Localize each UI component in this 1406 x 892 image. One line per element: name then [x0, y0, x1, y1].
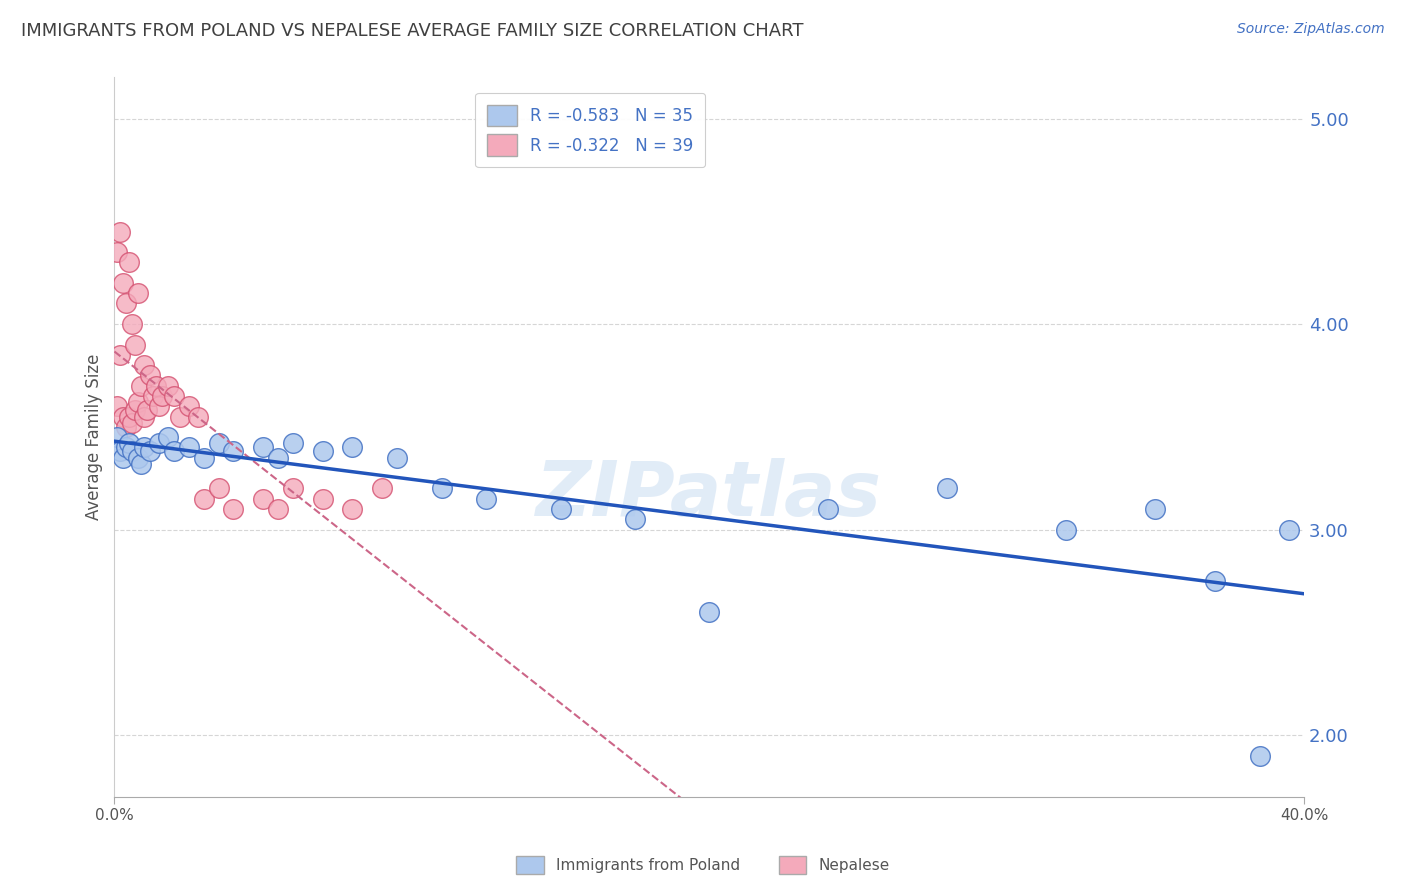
Point — [163, 389, 186, 403]
Point — [281, 482, 304, 496]
Point — [118, 436, 141, 450]
Point — [187, 409, 209, 424]
Point — [311, 444, 333, 458]
Point — [222, 502, 245, 516]
Point — [624, 512, 647, 526]
Point — [385, 450, 408, 465]
Point — [207, 436, 229, 450]
Point — [697, 605, 720, 619]
Point — [475, 491, 498, 506]
Text: Source: ZipAtlas.com: Source: ZipAtlas.com — [1237, 22, 1385, 37]
Point — [1144, 502, 1167, 516]
Point — [110, 225, 132, 239]
Point — [110, 444, 132, 458]
Point — [136, 403, 159, 417]
Point — [105, 430, 128, 444]
Point — [281, 436, 304, 450]
Point — [139, 444, 162, 458]
Point — [112, 450, 135, 465]
Point — [115, 419, 138, 434]
Point — [134, 440, 156, 454]
Point — [252, 491, 274, 506]
Point — [207, 482, 229, 496]
Point — [342, 502, 364, 516]
Point — [134, 409, 156, 424]
Point — [1054, 523, 1077, 537]
Point — [193, 450, 215, 465]
Point — [115, 296, 138, 310]
Point — [118, 409, 141, 424]
Point — [118, 255, 141, 269]
Point — [267, 450, 290, 465]
Point — [127, 450, 149, 465]
Point — [342, 440, 364, 454]
Legend: R = -0.583   N = 35, R = -0.322   N = 39: R = -0.583 N = 35, R = -0.322 N = 39 — [475, 93, 706, 168]
Point — [252, 440, 274, 454]
Point — [134, 358, 156, 372]
Point — [112, 276, 135, 290]
Point — [150, 389, 173, 403]
Point — [936, 482, 959, 496]
Point — [105, 245, 128, 260]
Point — [112, 409, 135, 424]
Point — [121, 444, 143, 458]
Point — [156, 430, 179, 444]
Point — [121, 416, 143, 430]
Point — [127, 286, 149, 301]
Point — [115, 440, 138, 454]
Point — [163, 444, 186, 458]
Point — [142, 389, 165, 403]
Point — [139, 368, 162, 383]
Point — [1249, 748, 1271, 763]
Point — [817, 502, 839, 516]
Point — [169, 409, 191, 424]
Point — [177, 399, 200, 413]
Text: ZIPatlas: ZIPatlas — [536, 458, 883, 532]
Text: IMMIGRANTS FROM POLAND VS NEPALESE AVERAGE FAMILY SIZE CORRELATION CHART: IMMIGRANTS FROM POLAND VS NEPALESE AVERA… — [21, 22, 804, 40]
Point — [129, 457, 152, 471]
Point — [177, 440, 200, 454]
Point — [121, 317, 143, 331]
Point — [129, 378, 152, 392]
Point — [156, 378, 179, 392]
Point — [550, 502, 572, 516]
Point — [430, 482, 453, 496]
Point — [124, 403, 146, 417]
Point — [124, 337, 146, 351]
Legend: Immigrants from Poland, Nepalese: Immigrants from Poland, Nepalese — [510, 850, 896, 880]
Point — [371, 482, 394, 496]
Point — [127, 395, 149, 409]
Point — [1278, 523, 1301, 537]
Point — [193, 491, 215, 506]
Point — [222, 444, 245, 458]
Point — [311, 491, 333, 506]
Point — [148, 436, 170, 450]
Y-axis label: Average Family Size: Average Family Size — [86, 354, 103, 520]
Point — [1204, 574, 1226, 588]
Point — [105, 399, 128, 413]
Point — [148, 399, 170, 413]
Point — [110, 348, 132, 362]
Point — [145, 378, 167, 392]
Point — [267, 502, 290, 516]
